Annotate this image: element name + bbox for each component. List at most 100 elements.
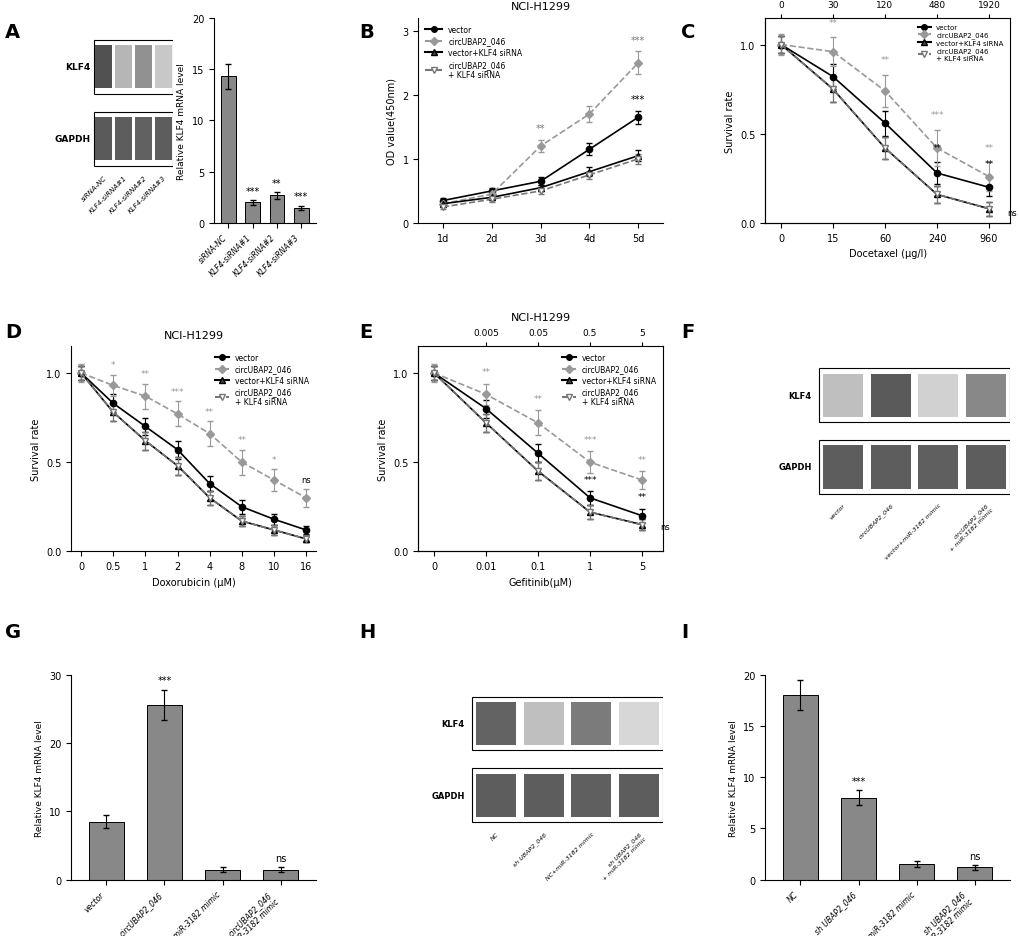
Text: KLF4-siRNA#3: KLF4-siRNA#3 [127, 174, 167, 214]
Text: B: B [359, 23, 373, 42]
Text: circUBAP2_046
+ miR-3182 mimic: circUBAP2_046 + miR-3182 mimic [944, 503, 994, 552]
Text: **: ** [533, 395, 542, 403]
Text: KLF4: KLF4 [788, 391, 811, 401]
Text: E: E [359, 323, 372, 342]
X-axis label: Gefitinib(μM): Gefitinib(μM) [508, 578, 572, 587]
Text: **: ** [272, 179, 281, 188]
Bar [263, 870, 298, 880]
Text: ***: *** [851, 777, 865, 786]
Bar [94, 112, 173, 167]
Bar [472, 696, 662, 751]
Text: ***: *** [929, 111, 943, 121]
Text: **: ** [481, 368, 490, 377]
Y-axis label: Survival rate: Survival rate [377, 418, 387, 480]
Bar [870, 446, 910, 489]
Text: NC+miR-3182 mimic: NC+miR-3182 mimic [544, 830, 594, 881]
Text: ***: *** [170, 388, 184, 397]
Title: NCI-H1299: NCI-H1299 [511, 3, 570, 12]
Text: **: ** [637, 493, 646, 502]
Text: **: ** [983, 159, 993, 168]
Bar [115, 46, 131, 89]
Text: **: ** [205, 407, 214, 417]
Text: ***: *** [631, 95, 645, 105]
Text: ns: ns [659, 522, 669, 532]
Bar [899, 865, 933, 880]
Bar [96, 46, 112, 89]
Bar [822, 374, 862, 417]
Y-axis label: Survival rate: Survival rate [725, 90, 734, 153]
Bar [135, 46, 152, 89]
Bar [155, 118, 171, 161]
Legend: vector, circUBAP2_046, vector+KLF4 siRNA, circUBAP2_046
+ KLF4 siRNA: vector, circUBAP2_046, vector+KLF4 siRNA… [212, 351, 312, 410]
Bar [472, 768, 662, 823]
Text: ***: *** [246, 186, 260, 197]
Bar [96, 118, 112, 161]
Text: ns: ns [275, 853, 286, 863]
Text: ***: *** [293, 192, 308, 202]
Bar [246, 203, 260, 224]
Bar [293, 209, 308, 224]
Text: KLF4: KLF4 [441, 719, 465, 728]
Text: ***: *** [583, 475, 596, 484]
Text: KLF4-siRNA#2: KLF4-siRNA#2 [108, 174, 148, 214]
Text: ns: ns [1006, 209, 1016, 217]
Bar [917, 446, 958, 489]
Text: **: ** [983, 143, 993, 153]
Text: **: ** [637, 456, 646, 464]
Text: H: H [359, 622, 375, 641]
Bar [269, 196, 284, 224]
Bar [870, 374, 910, 417]
Text: KLF4-siRNA#1: KLF4-siRNA#1 [88, 174, 127, 214]
Bar [619, 702, 658, 745]
X-axis label: Doxorubicin (μM): Doxorubicin (μM) [152, 578, 235, 587]
Text: GAPDH: GAPDH [431, 791, 465, 800]
Y-axis label: Relative KLF4 mRNA level: Relative KLF4 mRNA level [35, 719, 44, 836]
Bar [89, 822, 123, 880]
Bar [783, 695, 817, 880]
Text: F: F [681, 323, 694, 342]
Text: sh UBAP2_046
+ miR-3182 mimic: sh UBAP2_046 + miR-3182 mimic [597, 830, 646, 881]
Bar [147, 706, 181, 880]
Bar [822, 446, 862, 489]
Legend: vector, circUBAP2_046, vector+KLF4 siRNA, circUBAP2_046
+ KLF4 siRNA: vector, circUBAP2_046, vector+KLF4 siRNA… [558, 351, 658, 410]
Y-axis label: Relative KLF4 mRNA level: Relative KLF4 mRNA level [728, 719, 737, 836]
Bar [818, 441, 1009, 494]
Text: ns: ns [301, 475, 311, 484]
Text: sh UBAP2_046: sh UBAP2_046 [512, 830, 547, 867]
Text: C: C [681, 23, 695, 42]
Text: D: D [5, 323, 21, 342]
Bar [221, 77, 235, 224]
Text: A: A [5, 23, 20, 42]
Bar [571, 702, 610, 745]
Text: GAPDH: GAPDH [55, 135, 91, 144]
Text: **: ** [535, 124, 545, 134]
Text: siRNA-NC: siRNA-NC [81, 174, 108, 202]
Bar [115, 118, 131, 161]
Bar [94, 41, 173, 95]
Text: KLF4: KLF4 [65, 63, 91, 72]
Bar [523, 702, 564, 745]
Text: ***: *** [583, 436, 596, 445]
Text: circUBAP2_046: circUBAP2_046 [857, 503, 894, 540]
Y-axis label: Survival rate: Survival rate [31, 418, 41, 480]
Text: **: ** [141, 370, 150, 379]
Text: *: * [111, 361, 115, 370]
Text: NC: NC [489, 830, 499, 841]
Bar [965, 446, 1005, 489]
Text: vector+miR-3182 mimic: vector+miR-3182 mimic [883, 503, 941, 561]
Y-axis label: OD value(450nm): OD value(450nm) [386, 78, 396, 165]
Bar [571, 774, 610, 817]
Bar [476, 702, 516, 745]
Title: NCI-H1299: NCI-H1299 [163, 330, 223, 341]
Text: *: * [271, 456, 276, 464]
X-axis label: Docetaxel (μg/l): Docetaxel (μg/l) [848, 249, 926, 259]
Legend: vector, circUBAP2_046, vector+KLF4 siRNA, circUBAP2_046
+ KLF4 siRNA: vector, circUBAP2_046, vector+KLF4 siRNA… [422, 22, 525, 83]
Text: GAPDH: GAPDH [777, 463, 811, 472]
Bar [841, 797, 875, 880]
Bar [965, 374, 1005, 417]
Text: I: I [681, 622, 688, 641]
Bar [155, 46, 171, 89]
Bar [957, 868, 991, 880]
Bar [135, 118, 152, 161]
Bar [917, 374, 958, 417]
